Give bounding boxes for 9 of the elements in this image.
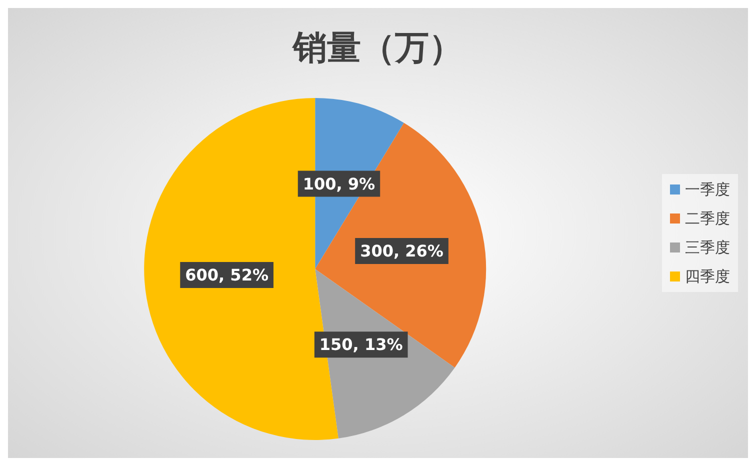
data-label: 100, 9% [302,174,376,194]
legend-label: 三季度 [685,238,730,256]
data-label: 300, 26% [360,241,444,260]
legend-label: 四季度 [685,268,730,286]
data-label: 150, 13% [319,335,403,354]
legend-label: 二季度 [685,210,730,228]
chart-title: 销量（万） [291,28,463,68]
data-label: 600, 52% [185,266,268,285]
legend-label: 一季度 [685,180,730,198]
